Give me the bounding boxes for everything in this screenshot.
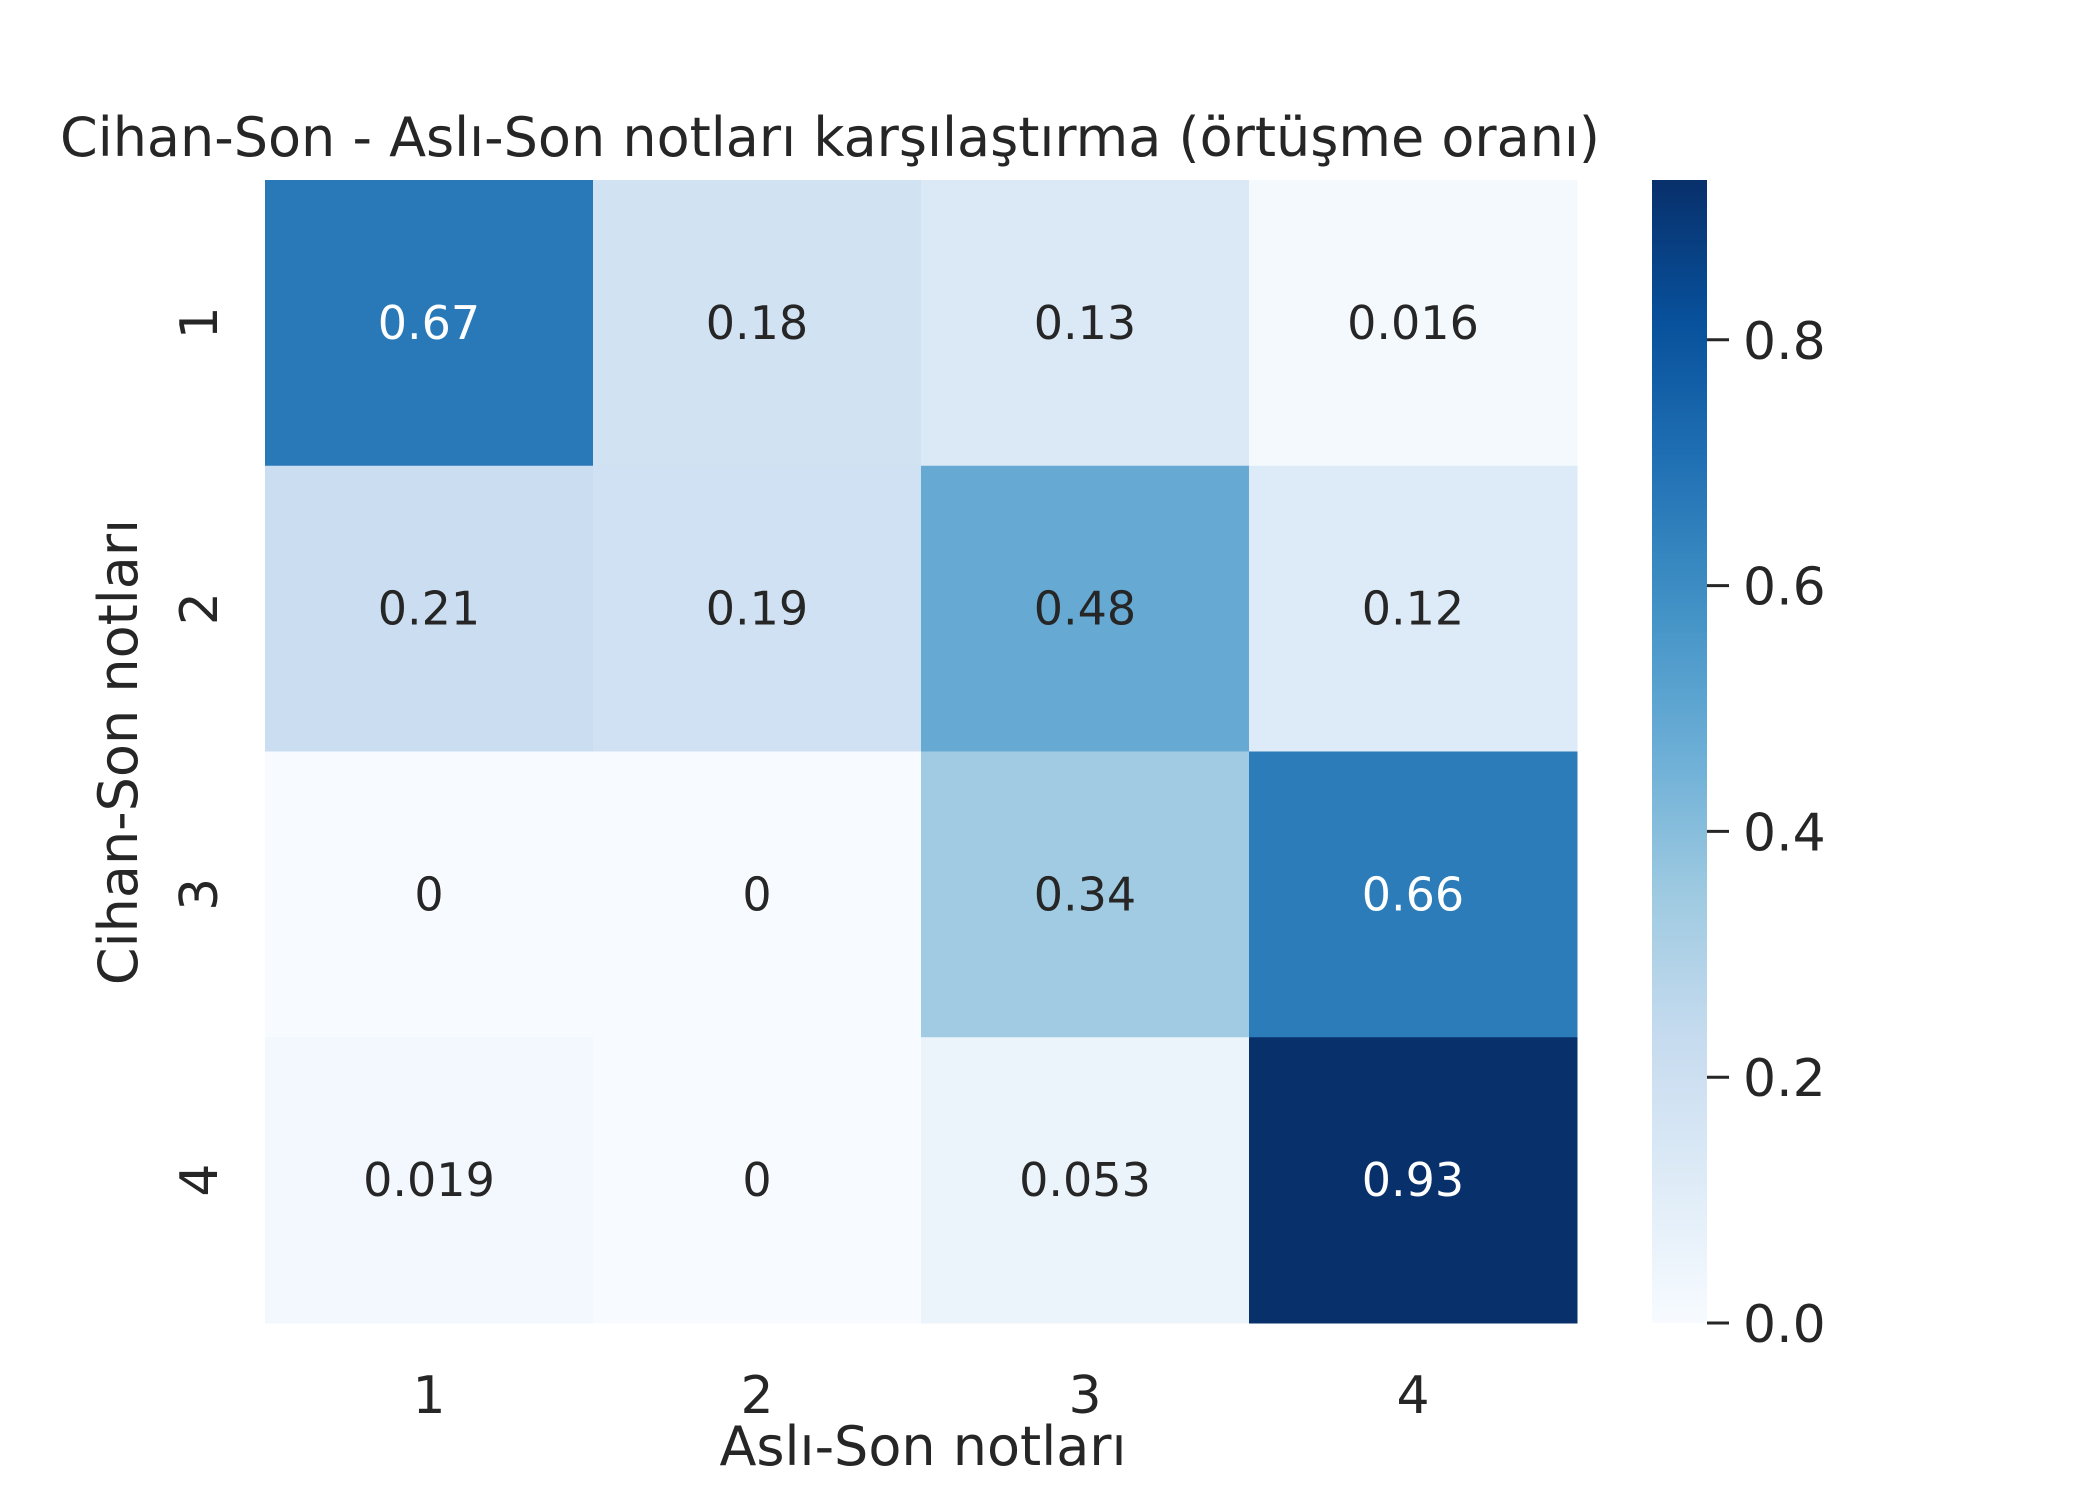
x-tick-label-4: 4: [1396, 1366, 1429, 1426]
y-axis-ticks: 1 2 3 4: [170, 306, 230, 1196]
cell-label-r4-c3: 0.053: [1019, 1153, 1151, 1207]
cell-r3-c2: [593, 751, 922, 1038]
cell-r2-c1: [265, 465, 594, 752]
cell-label-r1-c1: 0.67: [378, 296, 480, 350]
cell-r4-c1: [265, 1037, 594, 1324]
cell-label-r3-c3: 0.34: [1034, 867, 1136, 921]
x-tick-label-3: 3: [1068, 1366, 1101, 1426]
chart-title: Cihan-Son - Aslı-Son notları karşılaştır…: [60, 106, 1600, 169]
heatmap-cells: 0.67 0.18 0.13 0.016 0.21 0.19 0.48 0.12 0 0 0.34 0…: [265, 180, 1578, 1324]
colorbar-tick-label-0: 0.0: [1743, 1295, 1826, 1355]
colorbar-gradient: [1652, 180, 1707, 1323]
cell-r4-c3: [921, 1037, 1250, 1324]
cell-label-r4-c4: 0.93: [1362, 1153, 1464, 1207]
cell-r2-c3: [921, 465, 1250, 752]
cell-label-r2-c1: 0.21: [378, 582, 480, 636]
cell-r3-c1: [265, 751, 594, 1038]
y-tick-label-4: 4: [170, 1164, 230, 1197]
cell-label-r1-c2: 0.18: [706, 296, 808, 350]
cell-r1-c1: [265, 180, 594, 467]
cell-r2-c4: [1249, 465, 1578, 752]
cell-label-r1-c4: 0.016: [1347, 296, 1479, 350]
cell-r1-c4: [1249, 180, 1578, 467]
x-tick-label-1: 1: [412, 1366, 445, 1426]
cell-r4-c2: [593, 1037, 922, 1324]
cell-r3-c3: [921, 751, 1250, 1038]
cell-r4-c4: [1249, 1037, 1578, 1324]
x-axis-ticks: 1 2 3 4: [412, 1366, 1429, 1426]
cell-label-r2-c4: 0.12: [1362, 582, 1464, 636]
cell-r1-c2: [593, 180, 922, 467]
colorbar-tick-label-4: 0.8: [1743, 312, 1826, 372]
cell-label-r3-c4: 0.66: [1362, 867, 1464, 921]
cell-label-r1-c3: 0.13: [1034, 296, 1136, 350]
cell-r3-c4: [1249, 751, 1578, 1038]
cell-r1-c3: [921, 180, 1250, 467]
x-axis-label: Aslı-Son notları: [719, 1415, 1126, 1478]
cell-label-r4-c1: 0.019: [363, 1153, 495, 1207]
colorbar-tick-label-1: 0.2: [1743, 1049, 1826, 1109]
y-tick-label-3: 3: [170, 878, 230, 911]
colorbar-tick-label-3: 0.6: [1743, 558, 1826, 618]
y-tick-label-1: 1: [170, 306, 230, 339]
x-tick-label-2: 2: [740, 1366, 773, 1426]
y-tick-label-2: 2: [170, 592, 230, 625]
cell-label-r2-c2: 0.19: [706, 582, 808, 636]
cell-r2-c2: [593, 465, 922, 752]
cell-label-r2-c3: 0.48: [1034, 582, 1136, 636]
y-axis-label: Cihan-Son notları: [87, 519, 150, 985]
colorbar-tick-label-2: 0.4: [1743, 803, 1826, 863]
cell-label-r4-c2: 0: [742, 1153, 771, 1207]
cell-label-r3-c1: 0: [414, 867, 443, 921]
cell-label-r3-c2: 0: [742, 867, 771, 921]
colorbar: 0.0 0.2 0.4 0.6 0.8: [1652, 180, 1826, 1355]
